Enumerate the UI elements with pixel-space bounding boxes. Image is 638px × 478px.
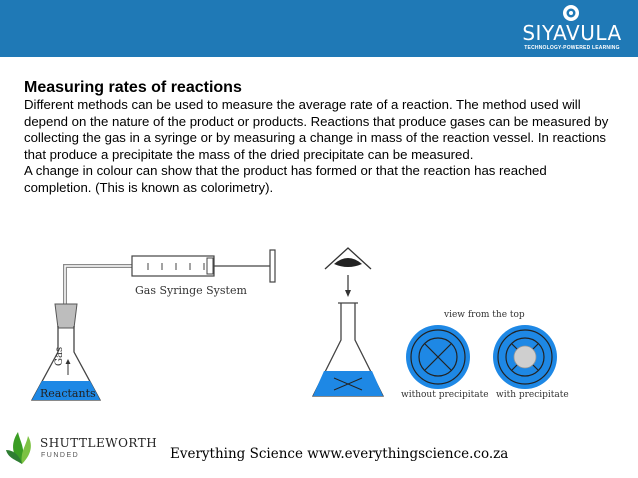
syringe-plunger xyxy=(206,257,214,275)
precipitate-spot xyxy=(513,345,537,369)
shuttleworth-logo: SHUTTLEWORTH FUNDED xyxy=(6,426,158,466)
gas-syringe-apparatus: Gas Syringe System Gas Reactants xyxy=(30,249,276,401)
sponsor-name: SHUTTLEWORTH xyxy=(40,436,158,450)
eye-icon xyxy=(324,247,372,270)
siyavula-logo: SIYAVULA TECHNOLOGY-POWERED LEARNING xyxy=(520,4,624,54)
top-view-without-precipitate xyxy=(406,325,470,389)
shuttleworth-leaf-icon xyxy=(6,432,31,464)
without-precipitate-label: without precipitate xyxy=(401,390,489,400)
gas-label: Gas xyxy=(54,347,65,366)
flask-stopper xyxy=(54,303,78,329)
reactants-label: Reactants xyxy=(40,387,96,400)
paragraph-methods: Different methods can be used to measure… xyxy=(24,97,609,162)
brand-tagline: TECHNOLOGY-POWERED LEARNING xyxy=(524,45,620,51)
precipitate-apparatus: view from the top without precipitate wi… xyxy=(311,247,569,400)
view-from-top-label: view from the top xyxy=(443,310,525,320)
brand-name: SIYAVULA xyxy=(522,21,622,45)
sponsor-sub: FUNDED xyxy=(41,452,80,459)
top-view-with-precipitate xyxy=(493,325,557,389)
syringe-label: Gas Syringe System xyxy=(135,284,247,297)
slide-content: Measuring rates of reactions Different m… xyxy=(24,78,614,196)
siyavula-logo-icon xyxy=(563,5,579,21)
footer-site-text: Everything Science www.everythingscience… xyxy=(170,446,509,462)
reactants-liquid xyxy=(32,381,100,400)
with-precipitate-label: with precipitate xyxy=(496,390,569,400)
paragraph-colorimetry: A change in colour can show that the pro… xyxy=(24,163,547,195)
header-bar: SIYAVULA TECHNOLOGY-POWERED LEARNING xyxy=(0,0,638,57)
syringe-barrel xyxy=(131,255,215,277)
slide-title: Measuring rates of reactions xyxy=(24,79,242,96)
